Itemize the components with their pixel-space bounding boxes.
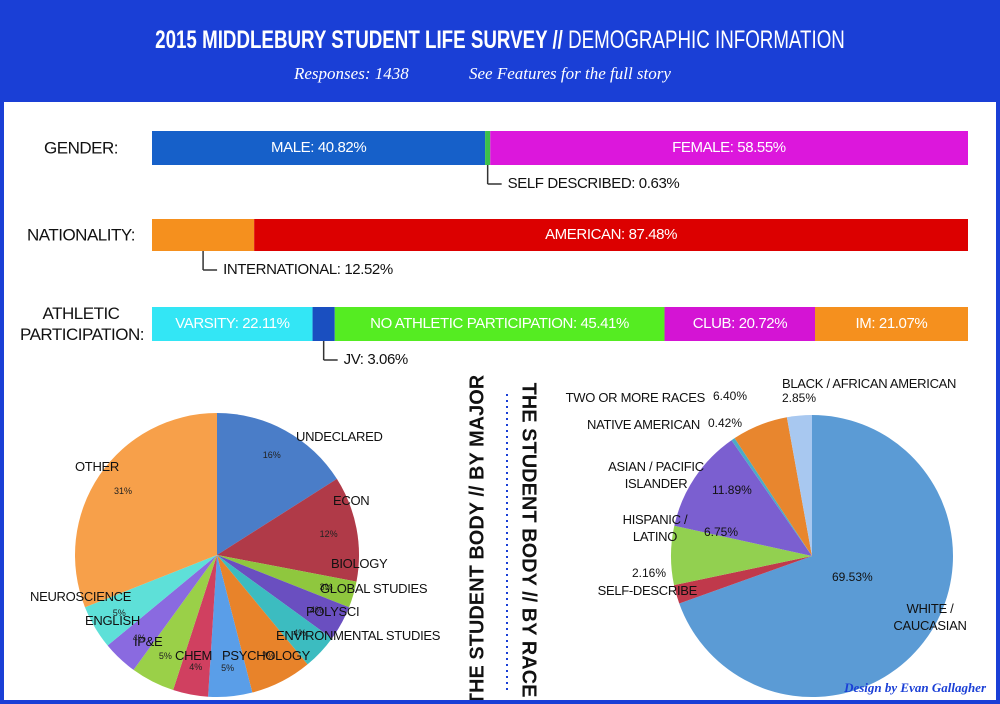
pie-title: THE STUDENT BODY // BY MAJOR: [466, 374, 488, 700]
bar-label: CLUB: 20.72%: [692, 315, 788, 332]
header-band: [4, 4, 996, 102]
bar-segment: [664, 307, 815, 341]
pie-slice: [734, 417, 812, 556]
pie-slice: [217, 555, 308, 693]
value-label: 0.42%: [708, 416, 743, 430]
value-label: 16%: [262, 450, 281, 461]
category-label: ASIAN / PACIFIC ISLANDER: [608, 459, 704, 491]
pie-slice: [674, 440, 812, 556]
category-label: NEUROSCIENCE: [30, 589, 132, 604]
title: 2015 MIDDLEBURY STUDENT LIFE SURVEY // D…: [128, 26, 872, 55]
pie-slice: [674, 556, 812, 604]
pie-slice: [217, 555, 350, 639]
pie-slice: [84, 555, 217, 646]
category-label: ECON: [333, 493, 370, 508]
bar-label: FEMALE: 58.55%: [672, 139, 786, 156]
pie-slice: [217, 413, 337, 555]
pie-slice: [75, 413, 217, 608]
value-label: 69.53%: [832, 570, 873, 584]
category-label: HISPANIC / LATINO: [622, 512, 688, 544]
pie-slice: [671, 525, 812, 586]
bar-segment: [254, 219, 968, 251]
category-label: BLACK / AFRICAN AMERICAN: [782, 376, 957, 391]
category-label: TWO OR MORE RACES: [565, 390, 706, 405]
value-label: 3%: [319, 581, 333, 592]
category-label: CHEM: [175, 648, 213, 663]
title-bold: 2015 MIDDLEBURY STUDENT LIFE SURVEY //: [155, 26, 563, 54]
category-label: SELF-DESCRIBE: [597, 583, 698, 598]
bar-label: INTERNATIONAL: 12.52%: [223, 261, 393, 278]
bar-label: JV: 3.06%: [343, 351, 409, 368]
pie-slice: [731, 438, 812, 556]
pie-slice: [173, 555, 217, 697]
category-label: NATIVE AMERICAN: [586, 417, 700, 432]
value-label: 2.16%: [632, 566, 667, 580]
value-label: 12%: [319, 528, 338, 539]
category-label: UNDECLARED: [296, 429, 383, 444]
value-label: 6.75%: [704, 525, 739, 539]
value-label: 5%: [112, 607, 126, 618]
bar-label: SELF DESCRIBED: 0.63%: [507, 175, 680, 192]
value-label: 4%: [132, 632, 146, 643]
bar-label: AMERICAN: 87.48%: [545, 226, 678, 243]
bar-segment: [152, 131, 486, 165]
pie-slice: [133, 555, 217, 691]
pie-slice: [208, 555, 253, 697]
category-label: POLYSCI: [306, 604, 360, 619]
category-label: WHITE / CAUCASIAN: [893, 601, 967, 633]
pie-slice: [217, 555, 357, 608]
value-label: 4%: [293, 627, 307, 638]
pie-slice: [786, 415, 812, 556]
bar-label: VARSITY: 22.11%: [175, 315, 290, 332]
pie-slice: [217, 555, 332, 665]
bar-segment: [334, 307, 665, 341]
credit: Design by Evan Gallagher: [844, 680, 986, 695]
value-label: 11.89%: [712, 483, 752, 497]
value-label: 2.85%: [782, 391, 817, 405]
value-label: 4%: [189, 661, 203, 672]
responses: Responses: 1438: [294, 64, 409, 83]
bar-segment: [312, 307, 335, 341]
value-label: 7%: [262, 651, 276, 662]
chart-canvas: THE STUDENT BODY // BY MAJOR THE STUDENT …: [75, 131, 968, 700]
note: See Features for the full story: [469, 64, 671, 83]
title-light: DEMOGRAPHIC INFORMATION: [568, 26, 845, 54]
category-label: GLOBAL STUDIES: [320, 581, 428, 596]
bar-title: NATIONALITY:: [27, 225, 136, 245]
pie-slice: [679, 415, 953, 697]
category-label: BIOLOGY: [331, 556, 388, 571]
category-label: IP&E: [134, 634, 163, 649]
value-label: 6.40%: [713, 389, 748, 403]
category-label: ENVIRONMENTAL STUDIES: [276, 628, 441, 643]
bar-segment: [490, 131, 968, 165]
bar-title: ATHLETIC PARTICIPATION:: [20, 304, 144, 344]
pie-slice: [217, 478, 359, 582]
category-label: OTHER: [75, 459, 120, 474]
bar-label: MALE: 40.82%: [271, 139, 367, 156]
pie-slice: [107, 555, 217, 670]
category-label: PSYCHOLOGY: [222, 648, 311, 663]
value-label: 5%: [221, 663, 235, 674]
value-label: 4%: [310, 604, 324, 615]
value-label: 31%: [114, 486, 133, 497]
bar-label: IM: 21.07%: [855, 315, 928, 332]
bar-title: GENDER:: [44, 138, 118, 158]
value-label: 5%: [158, 651, 172, 662]
bar-label: NO ATHLETIC PARTICIPATION: 45.41%: [370, 315, 629, 332]
pie-title: THE STUDENT BODY // BY RACE: [518, 383, 540, 698]
bar-segment: [152, 219, 255, 251]
bar-segment: [485, 131, 491, 165]
bar-segment: [152, 307, 313, 341]
bar-segment: [814, 307, 968, 341]
category-label: ENGLISH: [85, 613, 140, 628]
